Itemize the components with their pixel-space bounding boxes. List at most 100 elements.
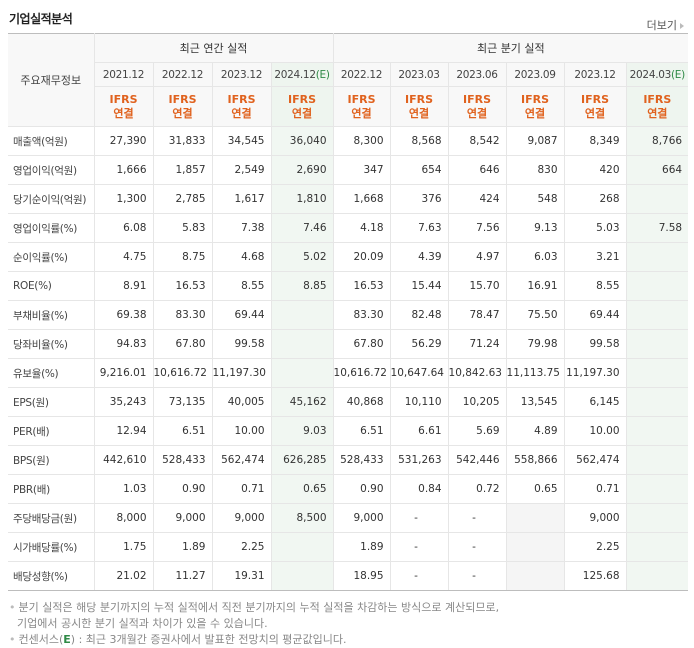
row-label: 당좌비율(%)	[8, 329, 95, 359]
table-row: 유보율(%) 9,216.01 10,616.72 11,197.30 10,616.7…	[8, 358, 689, 388]
table-cell: 11,197.30	[211, 358, 272, 388]
more-link[interactable]: 더보기	[647, 17, 684, 33]
table-cell: 15.70	[447, 271, 507, 301]
ifrs-basis-header: IFRS 연결	[152, 86, 213, 127]
ifrs-basis-header: IFRS 연결	[389, 86, 449, 127]
table-cell: 69.44	[563, 300, 627, 330]
table-cell: 7.38	[211, 213, 272, 243]
table-cell: 1,810	[270, 184, 334, 214]
row-label: 영업이익(억원)	[8, 155, 95, 185]
table-cell: 8.55	[211, 271, 272, 301]
row-label: PBR(배)	[8, 474, 95, 504]
table-cell: 420	[563, 155, 627, 185]
table-row: 매출액(억원) 27,390 31,833 34,545 36,040 8,300 8,56…	[8, 126, 689, 156]
period-header: 2022.12	[152, 62, 213, 87]
table-cell: 0.65	[505, 474, 565, 504]
table-cell: 626,285	[270, 445, 334, 475]
table-cell: 542,446	[447, 445, 507, 475]
table-cell: 2.25	[211, 532, 272, 562]
table-row: BPS(원) 442,610 528,433 562,474 626,285 528,43…	[8, 445, 689, 475]
table-cell: 13,545	[505, 387, 565, 417]
period-header: 2024.12(E)	[270, 62, 334, 87]
table-cell: 0.65	[270, 474, 334, 504]
footnote-1-cont: 기업에서 공시한 분기 실적과 차이가 있을 수 있습니다.	[17, 617, 268, 630]
table-cell	[270, 561, 334, 591]
table-cell: -	[389, 532, 449, 562]
footnote-2: • 컨센서스(E) : 최근 3개월간 증권사에서 발표한 전망치의 평균값입니다…	[9, 633, 347, 646]
table-cell: 8,000	[93, 503, 154, 533]
table-cell: 36,040	[270, 126, 334, 156]
table-cell: 0.71	[563, 474, 627, 504]
table-cell: 4.97	[447, 242, 507, 272]
section-title: 기업실적분석	[9, 12, 73, 26]
table-cell: 8,300	[332, 126, 391, 156]
table-cell: -	[447, 561, 507, 591]
row-label: EPS(원)	[8, 387, 95, 417]
table-row: 시가배당률(%) 1.75 1.89 2.25 1.89- -2.25	[8, 532, 689, 562]
row-label: 영업이익률(%)	[8, 213, 95, 243]
table-cell	[625, 532, 689, 562]
table-cell	[270, 329, 334, 359]
row-label-header: 주요재무정보	[8, 33, 95, 127]
row-label: BPS(원)	[8, 445, 95, 475]
table-cell: 10,616.72	[152, 358, 213, 388]
table-cell: 646	[447, 155, 507, 185]
more-link-label: 더보기	[646, 19, 677, 32]
table-cell: 1,668	[332, 184, 391, 214]
table-cell: 27,390	[93, 126, 154, 156]
table-cell: 125.68	[563, 561, 627, 591]
table-cell: 8,542	[447, 126, 507, 156]
table-cell: -	[389, 561, 449, 591]
table-cell: 10,647.64	[389, 358, 449, 388]
table-cell: 69.38	[93, 300, 154, 330]
period-header: 2023.12	[563, 62, 627, 87]
table-cell: 12.94	[93, 416, 154, 446]
table-cell: 1,300	[93, 184, 154, 214]
table-cell	[625, 445, 689, 475]
table-cell: 10.00	[211, 416, 272, 446]
quarterly-group-header: 최근 분기 실적	[332, 33, 689, 63]
table-cell	[625, 329, 689, 359]
table-cell: 424	[447, 184, 507, 214]
table-cell: 11.27	[152, 561, 213, 591]
table-cell	[625, 416, 689, 446]
footnote-1: • 분기 실적은 해당 분기까지의 누적 실적에서 직전 분기까지의 누적 실적을…	[9, 601, 500, 614]
period-header: 2023.06	[447, 62, 507, 87]
ifrs-basis-header: IFRS 연결	[94, 86, 154, 127]
table-cell: -	[447, 532, 507, 562]
table-cell: 1,666	[93, 155, 154, 185]
table-cell: 11,113.75	[505, 358, 565, 388]
table-cell: 6.08	[93, 213, 154, 243]
table-cell: 4.39	[389, 242, 449, 272]
table-cell	[505, 561, 565, 591]
table-cell: 5.69	[447, 416, 507, 446]
table-cell: 8.55	[563, 271, 627, 301]
table-cell: 56.29	[389, 329, 449, 359]
table-row: 부채비율(%) 69.38 83.30 69.44 83.30 82.48 78.47 75.…	[8, 300, 689, 330]
table-row: 주당배당금(원) 8,000 9,000 9,000 8,500 9,000- -9,000	[8, 503, 689, 533]
table-cell: 7.58	[625, 213, 689, 243]
period-header: 2023.09	[505, 62, 565, 87]
table-cell: 99.58	[211, 329, 272, 359]
table-cell: 45,162	[270, 387, 334, 417]
table-cell: 7.56	[447, 213, 507, 243]
table-cell	[625, 358, 689, 388]
table-cell: 16.91	[505, 271, 565, 301]
row-label: 순이익률(%)	[8, 242, 95, 272]
row-label: 유보율(%)	[8, 358, 95, 388]
table-cell: 10,205	[447, 387, 507, 417]
table-cell: 8,349	[563, 126, 627, 156]
table-cell: 531,263	[389, 445, 449, 475]
table-cell: 7.46	[270, 213, 334, 243]
table-cell	[270, 532, 334, 562]
table-row: 배당성향(%) 21.02 11.27 19.31 18.95- -125.68	[8, 561, 689, 591]
estimate-marker: (E)	[671, 68, 685, 81]
table-cell: 664	[625, 155, 689, 185]
table-cell: 2.25	[563, 532, 627, 562]
table-cell	[625, 271, 689, 301]
table-cell: 2,785	[152, 184, 213, 214]
table-cell: 16.53	[152, 271, 213, 301]
ifrs-basis-header: IFRS 연결	[332, 86, 391, 127]
table-cell	[625, 387, 689, 417]
ifrs-basis-header: IFRS 연결	[211, 86, 272, 127]
